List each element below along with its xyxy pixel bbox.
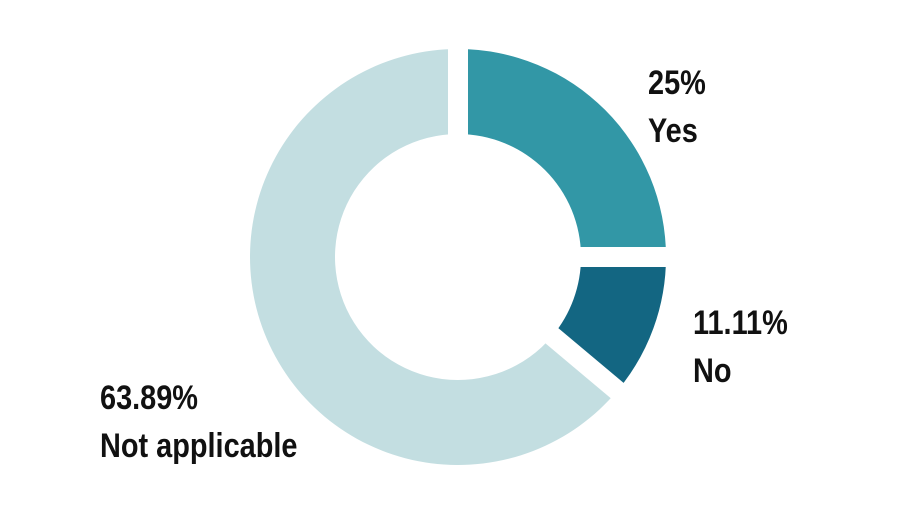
category-label: Not applicable	[100, 426, 297, 465]
category-label: Yes	[648, 111, 698, 150]
value-label: 11.11%	[693, 303, 788, 342]
category-label: No	[693, 351, 732, 390]
value-label: 63.89%	[100, 378, 198, 417]
segment-gap	[544, 327, 626, 400]
donut-segment	[249, 49, 618, 466]
donut-segment	[458, 49, 666, 257]
value-label: 25%	[648, 63, 706, 102]
